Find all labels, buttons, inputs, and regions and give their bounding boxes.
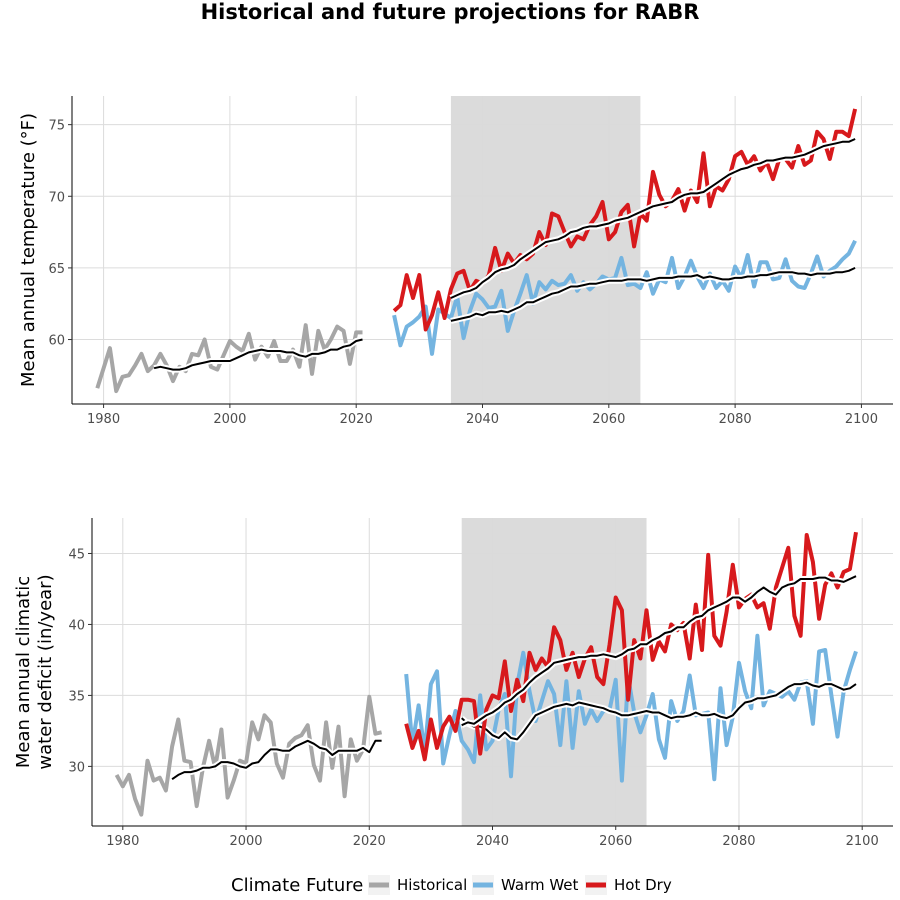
water-deficit-x-tick-label: 2060 bbox=[599, 834, 632, 849]
water-deficit-x-tick-label: 2000 bbox=[229, 834, 262, 849]
legend: Climate Future Historical Warm Wet Hot D… bbox=[231, 875, 672, 896]
water-deficit-y-axis-title: Mean annual climaticwater deficit (in/ye… bbox=[13, 574, 56, 769]
temperature-shaded-period bbox=[450, 96, 641, 404]
temperature-y-tick-label: 75 bbox=[48, 119, 65, 134]
temperature-y-axis-title: Mean annual temperature (°F) bbox=[18, 113, 39, 387]
temperature-x-tick-label: 2060 bbox=[592, 412, 625, 427]
temperature-series-hot-dry-smoothed-top bbox=[450, 138, 856, 299]
legend-item-hot-dry: Hot Dry bbox=[585, 875, 672, 895]
water-deficit-series-warm-wet bbox=[404, 633, 858, 783]
legend-label-historical: Historical bbox=[397, 876, 467, 894]
water-deficit-series-hot-dry-smoothed-top bbox=[461, 575, 857, 727]
water-deficit-y-tick-label: 40 bbox=[68, 618, 85, 633]
temperature-series-historical bbox=[95, 323, 363, 394]
legend-item-warm-wet: Warm Wet bbox=[472, 875, 579, 895]
chart-title: Historical and future projections for RA… bbox=[200, 0, 700, 24]
temperature-y-tick-label: 60 bbox=[48, 334, 65, 349]
temperature-x-tick-label: 2040 bbox=[466, 412, 499, 427]
water-deficit-y-tick-label: 30 bbox=[68, 760, 85, 775]
water-deficit-series-historical-smoothed bbox=[171, 739, 382, 781]
water-deficit-panel: 1980 2000 2020 2040 2060 2080 2100 30 35 40 45 Mean… bbox=[13, 518, 893, 849]
temperature-x-tick-label: 2020 bbox=[340, 412, 373, 427]
temperature-series-historical-smoothed bbox=[153, 338, 363, 371]
temperature-y-tick-label: 70 bbox=[48, 190, 65, 205]
water-deficit-x-tick-label: 2040 bbox=[476, 834, 509, 849]
water-deficit-y-tick-label: 45 bbox=[68, 547, 85, 562]
temperature-x-tick-label: 2000 bbox=[213, 412, 246, 427]
water-deficit-y-tick-label: 35 bbox=[68, 689, 85, 704]
water-deficit-series-historical bbox=[114, 694, 383, 817]
water-deficit-x-tick-label: 2020 bbox=[353, 834, 386, 849]
water-deficit-shaded-period bbox=[461, 518, 647, 826]
water-deficit-series-warm-wet-smoothed bbox=[461, 681, 857, 741]
temperature-x-tick-label: 2100 bbox=[845, 412, 878, 427]
temperature-y-tick-label: 65 bbox=[48, 262, 65, 277]
temperature-x-tick-label: 1980 bbox=[87, 412, 120, 427]
water-deficit-x-tick-label: 1980 bbox=[106, 834, 139, 849]
temperature-series-warm-wet bbox=[392, 239, 857, 356]
water-deficit-series-hot-dry bbox=[404, 531, 858, 762]
temperature-panel: 1980 2000 2020 2040 2060 2080 2100 60 65 70 75 Mean… bbox=[18, 96, 893, 427]
legend-label-warm-wet: Warm Wet bbox=[501, 876, 579, 894]
temperature-series-warm-wet-smoothed bbox=[450, 266, 856, 322]
water-deficit-x-tick-label: 2080 bbox=[722, 834, 755, 849]
temperature-x-tick-label: 2080 bbox=[719, 412, 752, 427]
legend-label-hot-dry: Hot Dry bbox=[614, 876, 672, 894]
legend-title: Climate Future bbox=[231, 875, 363, 896]
water-deficit-x-tick-label: 2100 bbox=[846, 834, 879, 849]
legend-item-historical: Historical bbox=[368, 875, 467, 895]
